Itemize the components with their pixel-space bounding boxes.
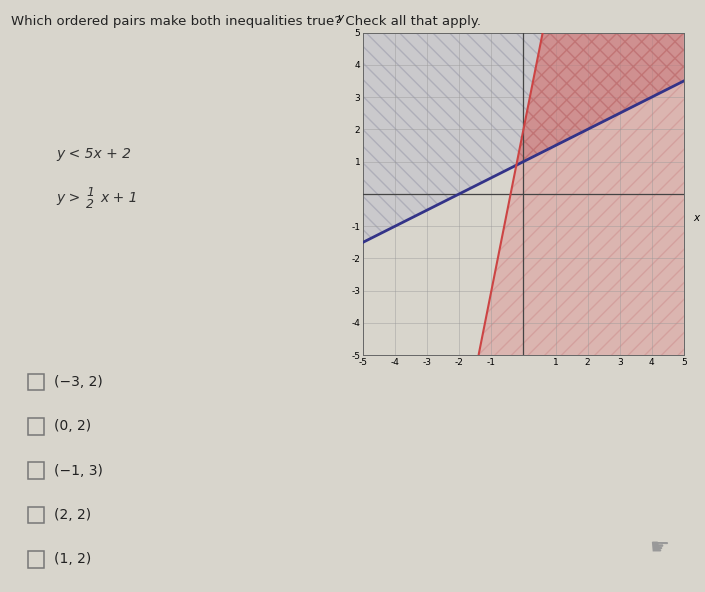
Y-axis label: y: y — [338, 13, 343, 23]
X-axis label: x: x — [694, 213, 700, 223]
Text: ☛: ☛ — [649, 538, 669, 558]
Text: 2: 2 — [86, 198, 94, 211]
Text: (−3, 2): (−3, 2) — [54, 375, 103, 389]
Text: (−1, 3): (−1, 3) — [54, 464, 103, 478]
Text: (0, 2): (0, 2) — [54, 419, 92, 433]
Text: (1, 2): (1, 2) — [54, 552, 92, 567]
Text: Which ordered pairs make both inequalities true? Check all that apply.: Which ordered pairs make both inequaliti… — [11, 15, 481, 28]
Text: 1: 1 — [86, 186, 94, 199]
Text: (2, 2): (2, 2) — [54, 508, 92, 522]
Text: y < 5x + 2: y < 5x + 2 — [56, 147, 131, 161]
Text: y >: y > — [56, 191, 85, 205]
Text: x + 1: x + 1 — [101, 191, 138, 205]
